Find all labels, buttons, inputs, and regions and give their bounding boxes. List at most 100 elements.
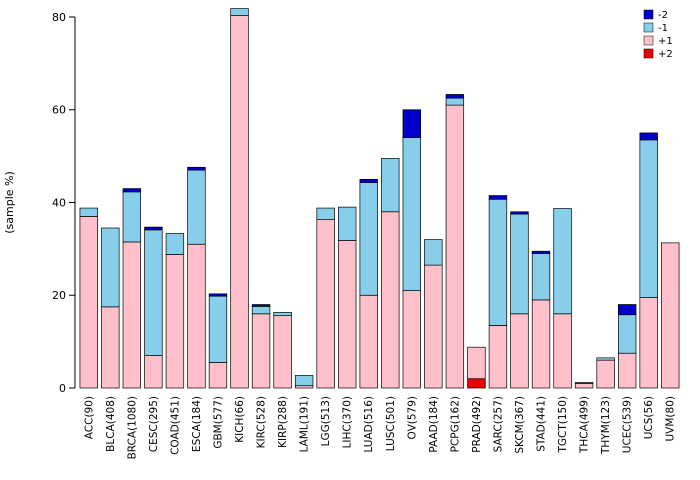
bar-segment--1 — [574, 382, 594, 384]
x-axis-label: TGCT(150) — [557, 396, 569, 454]
bar-segment--1 — [294, 375, 314, 387]
bar-segment--2 — [510, 211, 529, 215]
bar-segment-+1 — [596, 359, 615, 389]
bar-segment--1 — [316, 207, 335, 221]
x-axis-label: KIRC(528) — [256, 396, 268, 448]
y-axis-tick-label: 0 — [59, 382, 66, 395]
x-axis-label: STAD(441) — [536, 396, 548, 452]
x-axis-label: COAD(451) — [169, 396, 181, 455]
x-axis-label: UVM(80) — [665, 396, 677, 441]
bar-segment-+1 — [402, 290, 421, 389]
bar-segment--1 — [381, 158, 400, 213]
legend-swatch — [643, 35, 654, 46]
y-axis-title: (sample %) — [3, 171, 16, 234]
bar-segment--1 — [230, 8, 249, 16]
legend-item: +2 — [643, 48, 673, 60]
bar-segment--2 — [187, 166, 206, 171]
bar-segment-+1 — [467, 346, 486, 380]
x-axis-label: KICH(66) — [234, 396, 246, 443]
x-axis-label: LUAD(516) — [363, 396, 375, 453]
bar-segment--2 — [208, 293, 228, 297]
x-axis-label: GBM(577) — [212, 396, 224, 449]
bar-segment-+1 — [445, 104, 465, 389]
x-axis-label: PAAD(184) — [428, 396, 440, 453]
bar-segment--1 — [402, 137, 421, 291]
legend-label: -2 — [658, 10, 668, 21]
bar-segment--2 — [617, 304, 637, 316]
bar-segment--2 — [144, 226, 163, 231]
bar-segment--2 — [122, 188, 142, 193]
bar-segment-+1 — [338, 240, 357, 389]
bar-segment-+1 — [574, 383, 594, 389]
legend-label: +1 — [658, 36, 673, 47]
x-axis-label: KIRP(288) — [277, 396, 289, 448]
bar-segment-+1 — [251, 313, 271, 389]
bar-segment-+1 — [359, 294, 378, 389]
bar-segment--1 — [553, 208, 572, 315]
x-axis-label: PRAD(492) — [471, 396, 483, 453]
bar-segment--1 — [251, 306, 271, 315]
bar-segment-+1 — [316, 219, 335, 389]
bar-segment--1 — [488, 198, 508, 326]
bar-segment--1 — [639, 139, 658, 298]
x-axis-label: PCPG(162) — [449, 396, 461, 452]
legend-swatch — [643, 9, 654, 20]
bar-segment--1 — [359, 182, 378, 296]
bar-segment--1 — [445, 97, 465, 106]
x-axis-label: LUSC(501) — [385, 396, 397, 451]
bar-segment--1 — [101, 227, 120, 308]
bar-segment--1 — [596, 357, 615, 361]
y-axis-tick-label: 40 — [52, 196, 66, 209]
bar-segment--1 — [144, 229, 163, 356]
x-axis-label: BLCA(408) — [105, 396, 117, 452]
legend-swatch — [643, 48, 654, 59]
x-axis-label: OV(579) — [406, 396, 418, 440]
x-axis-label: SARC(257) — [492, 396, 504, 452]
y-axis-tick-label: 60 — [52, 104, 66, 117]
bar-segment-+1 — [531, 299, 551, 389]
bar-segment-+1 — [381, 211, 400, 389]
x-axis-label: THCA(499) — [579, 396, 591, 454]
x-axis-label: SKCM(367) — [514, 396, 526, 454]
bar-segment-+1 — [101, 306, 120, 389]
bar-segment-+1 — [230, 15, 249, 389]
y-axis-tick-label: 80 — [52, 11, 66, 24]
bar-segment--1 — [79, 207, 98, 217]
x-axis-label: LIHC(370) — [342, 396, 354, 448]
bar-segment--2 — [488, 195, 508, 200]
bar-segment--2 — [402, 109, 421, 138]
bar-segment-+1 — [208, 362, 228, 389]
bar-segment-+1 — [122, 241, 142, 389]
bar-segment--1 — [531, 253, 551, 301]
bar-segment--1 — [424, 239, 443, 266]
legend-label: -1 — [658, 23, 668, 34]
x-axis-label: UCS(56) — [643, 396, 655, 439]
y-axis-tick-label: 20 — [52, 289, 66, 302]
x-axis-label: ESCA(184) — [191, 396, 203, 452]
bar-segment-+1 — [187, 243, 206, 389]
legend-swatch — [643, 22, 654, 33]
bar-segment--2 — [639, 132, 658, 141]
bar-segment--1 — [510, 213, 529, 315]
x-axis-label: BRCA(1080) — [126, 396, 138, 459]
bar-segment-+1 — [639, 297, 658, 389]
bar-segment--1 — [122, 191, 142, 243]
bar-segment--1 — [165, 233, 185, 255]
bar-segment-+1 — [144, 355, 163, 389]
bar-segment--1 — [338, 206, 357, 241]
bar-segment-+1 — [488, 325, 508, 389]
bar-segment--2 — [251, 304, 271, 307]
x-axis-label: LAML(191) — [299, 396, 311, 452]
bar-segment--1 — [208, 295, 228, 363]
bar-segment-+2 — [467, 378, 486, 389]
bar-segment-+1 — [79, 216, 98, 389]
legend-item: -2 — [643, 9, 668, 21]
legend-label: +2 — [658, 49, 673, 60]
bar-segment-+1 — [661, 242, 680, 389]
bar-segment-+1 — [273, 315, 292, 389]
bar-segment-+1 — [165, 254, 185, 389]
bar-segment-+1 — [424, 264, 443, 389]
legend-item: +1 — [643, 35, 673, 47]
bar-segment-+1 — [553, 313, 572, 389]
